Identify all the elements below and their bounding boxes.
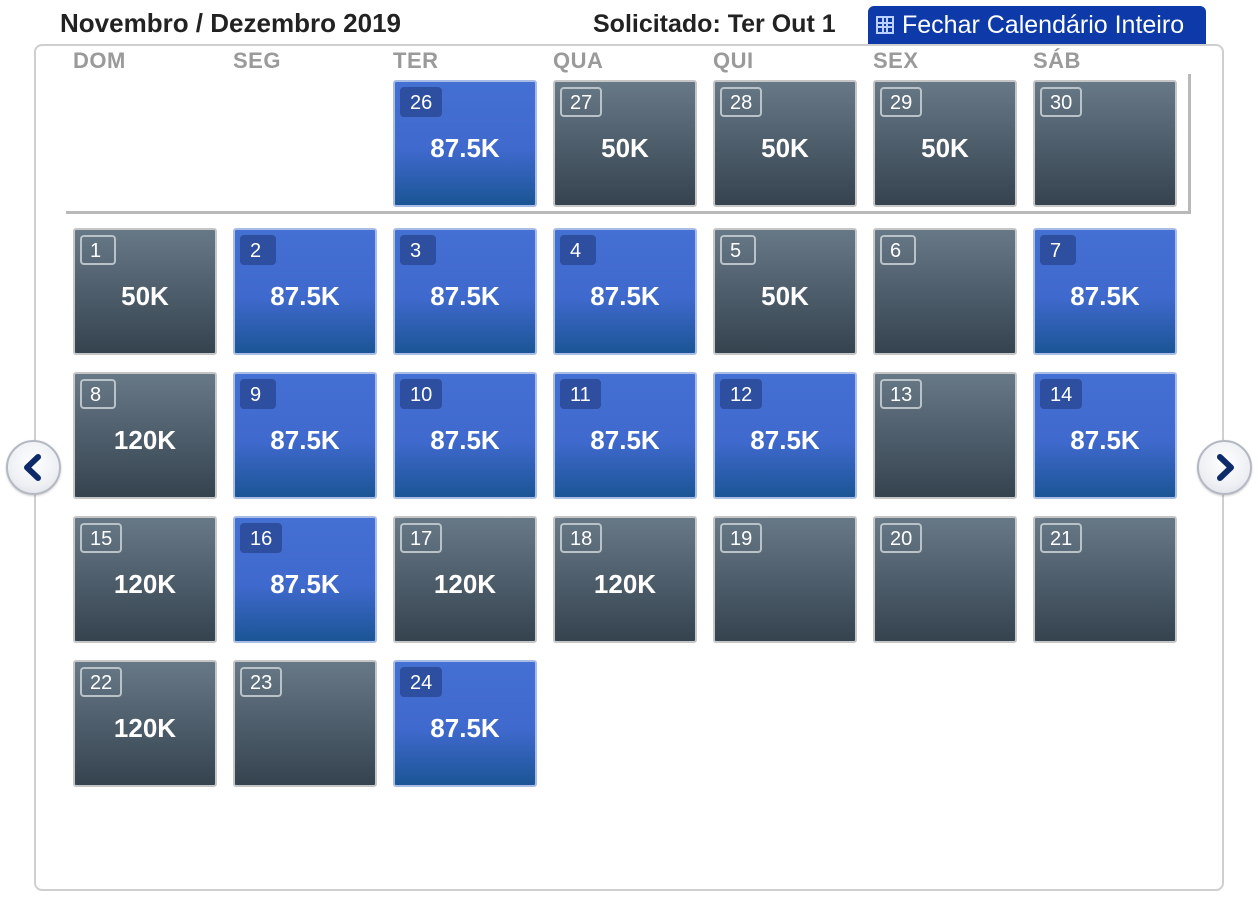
day-number: 29 bbox=[880, 87, 923, 117]
day-number: 22 bbox=[80, 667, 123, 697]
day-number: 17 bbox=[400, 523, 443, 553]
day-price: 50K bbox=[761, 281, 809, 311]
calendar-day-cell[interactable]: 17 120K bbox=[393, 516, 537, 643]
day-number: 15 bbox=[80, 523, 123, 553]
day-price: 87.5K bbox=[1070, 281, 1140, 311]
calendar-day-cell[interactable]: 24 87.5K bbox=[393, 660, 537, 787]
day-number: 1 bbox=[80, 235, 116, 265]
day-price: 87.5K bbox=[430, 425, 500, 455]
day-number: 6 bbox=[880, 235, 916, 265]
month-separator bbox=[66, 211, 1191, 214]
calendar-day-cell[interactable]: 14 87.5K bbox=[1033, 372, 1177, 499]
calendar-day-cell[interactable]: 1 50K bbox=[73, 228, 217, 355]
weekday-header: TER bbox=[393, 48, 439, 73]
calendar-day-cell[interactable]: 7 87.5K bbox=[1033, 228, 1177, 355]
calendar-day-cell[interactable]: 18 120K bbox=[553, 516, 697, 643]
weekday-header: QUA bbox=[553, 48, 604, 73]
day-number: 3 bbox=[400, 235, 436, 265]
day-number: 9 bbox=[240, 379, 276, 409]
next-month-button[interactable] bbox=[1197, 440, 1252, 495]
day-price: 87.5K bbox=[270, 425, 340, 455]
day-number: 30 bbox=[1040, 87, 1083, 117]
chevron-right-icon bbox=[1217, 454, 1234, 481]
calendar-day-cell[interactable]: 26 87.5K bbox=[393, 80, 537, 207]
calendar-day-cell[interactable]: 3 87.5K bbox=[393, 228, 537, 355]
month-separator-vertical bbox=[1188, 74, 1191, 214]
day-number: 19 bbox=[720, 523, 763, 553]
calendar-day-cell[interactable]: 13 bbox=[873, 372, 1017, 499]
calendar-day-cell[interactable]: 16 87.5K bbox=[233, 516, 377, 643]
day-price: 50K bbox=[121, 281, 169, 311]
day-number: 7 bbox=[1040, 235, 1076, 265]
calendar-day-cell[interactable]: 8 120K bbox=[73, 372, 217, 499]
day-price: 87.5K bbox=[430, 281, 500, 311]
page-title: Novembro / Dezembro 2019 bbox=[60, 8, 402, 38]
day-price: 87.5K bbox=[430, 133, 500, 163]
calendar-day-cell[interactable]: 23 bbox=[233, 660, 377, 787]
weekday-header: SÁB bbox=[1033, 48, 1081, 73]
weekday-header: SEX bbox=[873, 48, 919, 73]
requested-date-label: Solicitado: Ter Out 1 bbox=[593, 10, 836, 38]
close-full-calendar-button[interactable]: Fechar Calendário Inteiro bbox=[868, 6, 1206, 44]
weekday-header: DOM bbox=[73, 48, 126, 73]
calendar-day-cell[interactable]: 11 87.5K bbox=[553, 372, 697, 499]
day-number: 27 bbox=[560, 87, 603, 117]
calendar-day-cell[interactable]: 15 120K bbox=[73, 516, 217, 643]
calendar-day-cell[interactable]: 10 87.5K bbox=[393, 372, 537, 499]
day-number: 14 bbox=[1040, 379, 1083, 409]
day-price: 120K bbox=[433, 569, 497, 599]
calendar-day-cell[interactable]: 19 bbox=[713, 516, 857, 643]
day-price: 87.5K bbox=[590, 425, 660, 455]
calendar-day-cell[interactable]: 28 50K bbox=[713, 80, 857, 207]
close-full-calendar-label: Fechar Calendário Inteiro bbox=[902, 10, 1185, 39]
day-price: 87.5K bbox=[270, 569, 340, 599]
calendar-day-cell[interactable]: 2 87.5K bbox=[233, 228, 377, 355]
day-number: 20 bbox=[880, 523, 923, 553]
day-price: 87.5K bbox=[270, 281, 340, 311]
calendar-day-cell[interactable]: 30 bbox=[1033, 80, 1177, 207]
day-price: 87.5K bbox=[1070, 425, 1140, 455]
day-number: 16 bbox=[240, 523, 283, 553]
previous-month-button[interactable] bbox=[6, 440, 61, 495]
day-price: 50K bbox=[601, 133, 649, 163]
day-number: 5 bbox=[720, 235, 756, 265]
day-number: 8 bbox=[80, 379, 116, 409]
day-price: 50K bbox=[921, 133, 969, 163]
calendar-day-cell[interactable]: 29 50K bbox=[873, 80, 1017, 207]
day-price: 50K bbox=[761, 133, 809, 163]
calendar-day-cell[interactable]: 20 bbox=[873, 516, 1017, 643]
day-price: 87.5K bbox=[430, 713, 500, 743]
day-number: 23 bbox=[240, 667, 283, 697]
day-price: 120K bbox=[113, 569, 177, 599]
calendar-day-cell[interactable]: 6 bbox=[873, 228, 1017, 355]
day-number: 10 bbox=[400, 379, 443, 409]
day-price: 120K bbox=[113, 713, 177, 743]
calendar-day-cell[interactable]: 4 87.5K bbox=[553, 228, 697, 355]
day-number: 13 bbox=[880, 379, 923, 409]
day-number: 26 bbox=[400, 87, 443, 117]
day-number: 4 bbox=[560, 235, 596, 265]
day-price: 120K bbox=[113, 425, 177, 455]
day-number: 18 bbox=[560, 523, 603, 553]
calendar-day-cell[interactable]: 5 50K bbox=[713, 228, 857, 355]
day-price: 87.5K bbox=[590, 281, 660, 311]
day-number: 21 bbox=[1040, 523, 1083, 553]
chevron-left-icon bbox=[24, 454, 41, 481]
day-number: 12 bbox=[720, 379, 763, 409]
day-price: 87.5K bbox=[750, 425, 820, 455]
calendar-day-cell[interactable]: 22 120K bbox=[73, 660, 217, 787]
day-number: 28 bbox=[720, 87, 763, 117]
calendar-day-cell[interactable]: 12 87.5K bbox=[713, 372, 857, 499]
calendar-grid-icon bbox=[876, 16, 894, 34]
day-number: 24 bbox=[400, 667, 443, 697]
day-number: 11 bbox=[560, 379, 601, 409]
day-number: 2 bbox=[240, 235, 276, 265]
calendar-day-cell[interactable]: 27 50K bbox=[553, 80, 697, 207]
day-price: 120K bbox=[593, 569, 657, 599]
calendar-day-cell[interactable]: 21 bbox=[1033, 516, 1177, 643]
weekday-header: QUI bbox=[713, 48, 754, 73]
weekday-header: SEG bbox=[233, 48, 281, 73]
calendar-day-cell[interactable]: 9 87.5K bbox=[233, 372, 377, 499]
